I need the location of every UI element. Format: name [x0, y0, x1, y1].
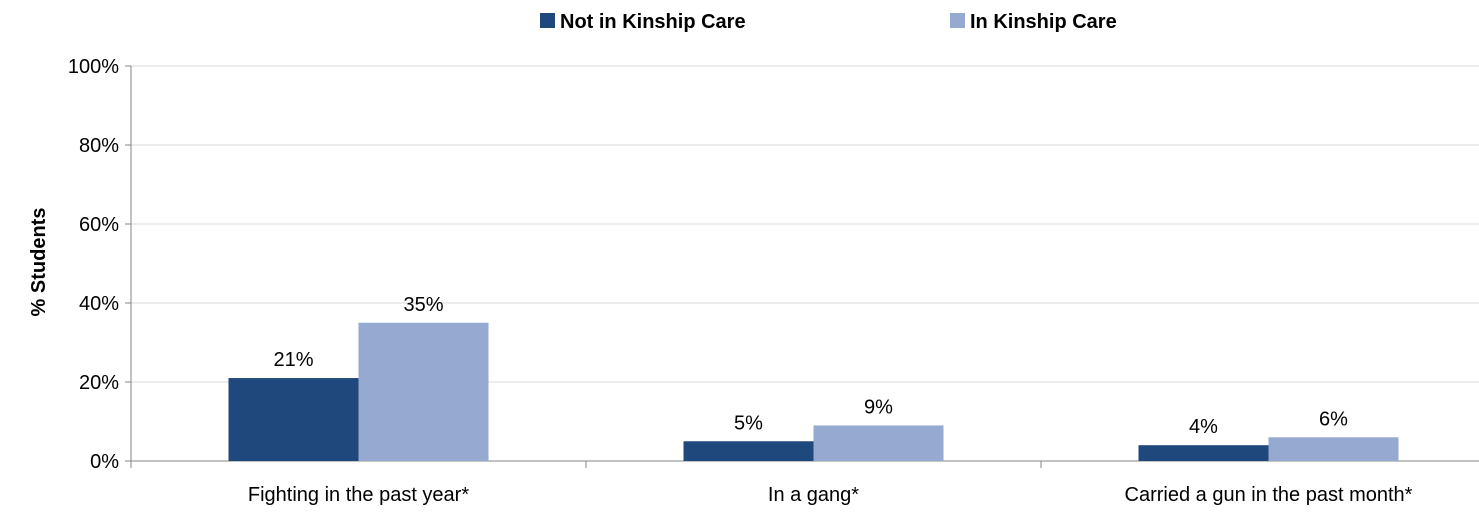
bar-not-in-kinship-care [683, 441, 814, 461]
y-axis-label: % Students [28, 208, 50, 317]
legend-swatch [540, 13, 555, 28]
bar-value-label: 6% [1319, 408, 1348, 430]
x-tick-label: Fighting in the past year* [248, 484, 469, 506]
y-tick-label: 20% [79, 372, 119, 394]
legend-label: In Kinship Care [970, 11, 1117, 33]
data-labels: 21% 35% 5% 9% 4% 6% [273, 294, 1348, 438]
legend-item: In Kinship Care [950, 11, 1117, 33]
y-tick-label: 60% [79, 214, 119, 236]
bar-in-kinship-care [1268, 437, 1399, 461]
bar-in-kinship-care [358, 322, 489, 461]
gridlines [131, 65, 1479, 383]
bar-not-in-kinship-care [228, 378, 359, 461]
bars [228, 322, 1399, 461]
bar-value-label: 35% [403, 294, 443, 316]
legend-item: Not in Kinship Care [540, 11, 746, 33]
bar-value-label: 9% [864, 396, 893, 418]
bar-not-in-kinship-care [1138, 445, 1269, 461]
bar-value-label: 5% [734, 412, 763, 434]
y-tick-label: 80% [79, 135, 119, 157]
x-tick-label: In a gang* [768, 484, 859, 506]
y-tick-label: 40% [79, 293, 119, 315]
y-tick-label: 0% [90, 451, 119, 473]
bar-value-label: 4% [1189, 416, 1218, 438]
legend-label: Not in Kinship Care [560, 11, 746, 33]
legend: Not in Kinship Care In Kinship Care [540, 11, 1117, 33]
legend-swatch [950, 13, 965, 28]
x-tick-label: Carried a gun in the past month* [1125, 484, 1413, 506]
y-tick-label: 100% [68, 56, 119, 78]
bar-value-label: 21% [273, 349, 313, 371]
bar-in-kinship-care [813, 425, 944, 461]
